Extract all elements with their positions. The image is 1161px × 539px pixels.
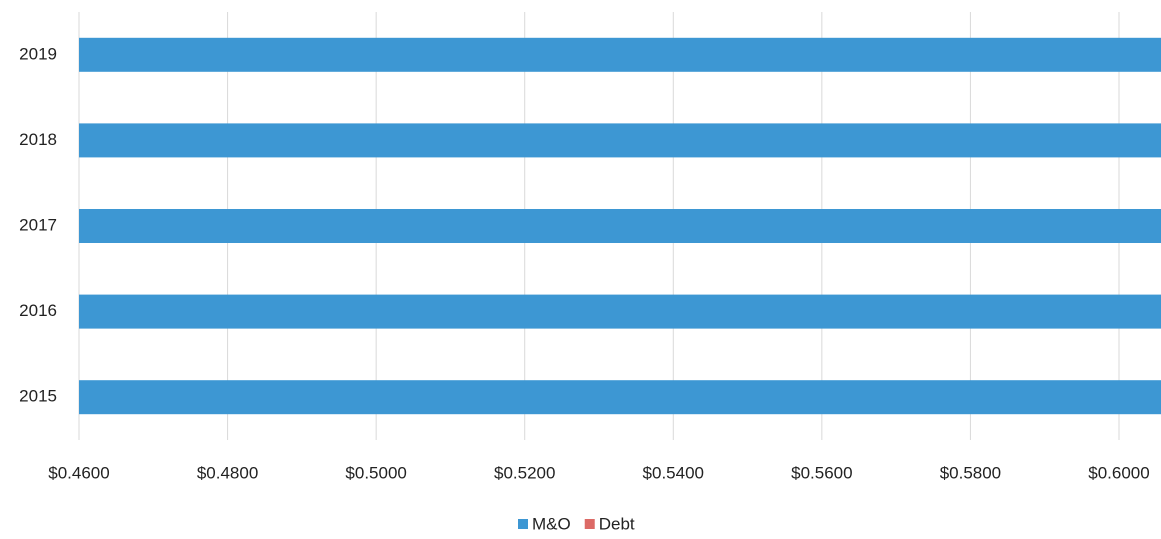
x-tick-label: $0.5200	[494, 463, 555, 482]
x-tick-label: $0.4600	[48, 463, 109, 482]
x-tick-label: $0.5400	[643, 463, 704, 482]
y-tick-label: 2015	[19, 387, 57, 406]
legend-swatch	[584, 519, 595, 529]
bar-segment	[79, 380, 1161, 415]
y-tick-label: 2018	[19, 130, 57, 149]
y-tick-label: 2017	[19, 215, 57, 234]
x-tick-label: $0.4800	[197, 463, 258, 482]
legend-swatch	[518, 519, 528, 529]
x-tick-label: $0.5600	[791, 463, 852, 482]
legend-label: Debt	[599, 514, 635, 533]
x-tick-label: $0.5000	[345, 463, 406, 482]
x-tick-label: $0.5800	[940, 463, 1001, 482]
bar-segment	[79, 37, 1161, 72]
x-tick-label: $0.6000	[1088, 463, 1149, 482]
legend-label: M&O	[532, 514, 571, 533]
y-tick-label: 2019	[19, 44, 57, 63]
bar-segment	[79, 294, 1161, 329]
y-tick-label: 2016	[19, 301, 57, 320]
bar-segment	[79, 209, 1161, 243]
bar-segment	[79, 123, 1161, 158]
